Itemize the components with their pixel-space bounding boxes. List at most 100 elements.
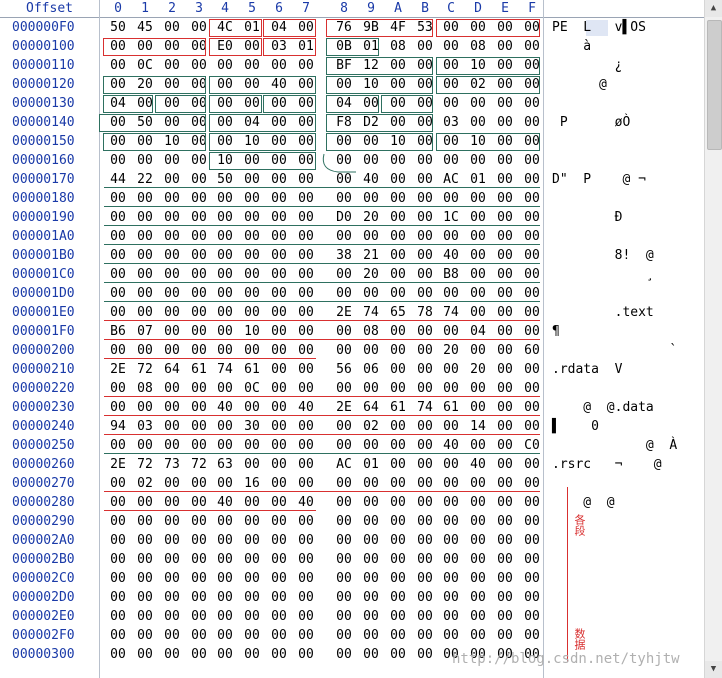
hex-byte[interactable]: 53 bbox=[417, 20, 433, 35]
hex-byte[interactable]: 00 bbox=[271, 381, 287, 396]
hex-byte[interactable]: 00 bbox=[271, 134, 287, 149]
hex-byte[interactable]: 00 bbox=[470, 647, 486, 662]
hex-byte[interactable]: 00 bbox=[497, 267, 513, 282]
hex-byte[interactable]: 16 bbox=[244, 476, 260, 491]
hex-row[interactable]: 00000230 00 00 00 00 40 00 00 40 2E 64 61 74 61 00 00 00… bbox=[0, 398, 704, 417]
hex-byte[interactable]: 00 bbox=[497, 571, 513, 586]
hex-byte[interactable]: 00 bbox=[336, 495, 352, 510]
hex-byte[interactable]: 00 bbox=[164, 343, 180, 358]
hex-byte[interactable]: 00 bbox=[497, 514, 513, 529]
hex-byte[interactable]: 00 bbox=[164, 400, 180, 415]
hex-byte[interactable]: 00 bbox=[110, 305, 126, 320]
hex-byte[interactable]: 03 bbox=[137, 419, 153, 434]
ascii-text[interactable]: @ bbox=[552, 77, 607, 92]
hex-byte[interactable]: 10 bbox=[164, 134, 180, 149]
hex-byte[interactable]: 00 bbox=[298, 476, 314, 491]
hex-byte[interactable]: 03 bbox=[271, 39, 287, 54]
hex-byte[interactable]: 00 bbox=[336, 381, 352, 396]
hex-byte[interactable]: 00 bbox=[164, 438, 180, 453]
hex-byte[interactable]: 00 bbox=[524, 229, 540, 244]
hex-byte[interactable]: 10 bbox=[244, 134, 260, 149]
hex-byte[interactable]: 74 bbox=[417, 400, 433, 415]
hex-byte[interactable]: 00 bbox=[363, 533, 379, 548]
hex-byte[interactable]: 00 bbox=[443, 628, 459, 643]
hex-byte[interactable]: 00 bbox=[497, 400, 513, 415]
hex-byte[interactable]: 00 bbox=[417, 381, 433, 396]
hex-byte[interactable]: 00 bbox=[271, 590, 287, 605]
hex-byte[interactable]: 00 bbox=[497, 362, 513, 377]
hex-byte[interactable]: 01 bbox=[470, 172, 486, 187]
hex-row[interactable]: 000002B0 00 00 00 00 00 00 00 00 00 00 00 00 00 00 00 00 bbox=[0, 550, 704, 569]
hex-byte[interactable]: 00 bbox=[336, 438, 352, 453]
hex-byte[interactable]: 00 bbox=[363, 134, 379, 149]
hex-byte[interactable]: 04 bbox=[470, 324, 486, 339]
hex-byte[interactable]: 00 bbox=[110, 552, 126, 567]
hex-byte[interactable]: 00 bbox=[110, 400, 126, 415]
hex-byte[interactable]: 00 bbox=[271, 324, 287, 339]
hex-byte[interactable]: 00 bbox=[336, 172, 352, 187]
hex-byte[interactable]: 00 bbox=[443, 419, 459, 434]
hex-byte[interactable]: 0B bbox=[336, 39, 352, 54]
hex-byte[interactable]: 04 bbox=[336, 96, 352, 111]
hex-byte[interactable]: 00 bbox=[298, 134, 314, 149]
hex-byte[interactable]: 00 bbox=[524, 115, 540, 130]
hex-byte[interactable]: 00 bbox=[443, 457, 459, 472]
hex-byte[interactable]: 74 bbox=[363, 305, 379, 320]
hex-byte[interactable]: 00 bbox=[470, 514, 486, 529]
hex-byte[interactable]: 00 bbox=[164, 191, 180, 206]
hex-byte[interactable]: 00 bbox=[497, 134, 513, 149]
hex-byte[interactable]: 61 bbox=[244, 362, 260, 377]
hex-byte[interactable]: 76 bbox=[336, 20, 352, 35]
hex-byte[interactable]: 00 bbox=[191, 96, 207, 111]
hex-byte[interactable]: 00 bbox=[191, 115, 207, 130]
hex-row[interactable]: 00000150 00 00 10 00 00 10 00 00 00 00 10 00 00 10 00 00 bbox=[0, 132, 704, 151]
hex-byte[interactable]: 00 bbox=[137, 286, 153, 301]
vertical-scrollbar[interactable]: ▲ ▼ bbox=[704, 0, 722, 678]
hex-row[interactable]: 00000210 2E 72 64 61 74 61 00 00 56 06 00 00 00 20 00 00… bbox=[0, 360, 704, 379]
hex-byte[interactable]: 14 bbox=[470, 419, 486, 434]
hex-byte[interactable]: 00 bbox=[524, 495, 540, 510]
hex-byte[interactable]: 00 bbox=[298, 571, 314, 586]
hex-byte[interactable]: 74 bbox=[443, 305, 459, 320]
hex-byte[interactable]: 00 bbox=[110, 267, 126, 282]
hex-byte[interactable]: 00 bbox=[271, 305, 287, 320]
hex-row[interactable]: 00000220 00 08 00 00 00 0C 00 00 00 00 00 00 00 00 00 00 bbox=[0, 379, 704, 398]
hex-byte[interactable]: 00 bbox=[164, 514, 180, 529]
hex-byte[interactable]: 00 bbox=[363, 609, 379, 624]
hex-byte[interactable]: 00 bbox=[191, 495, 207, 510]
hex-byte[interactable]: 00 bbox=[336, 590, 352, 605]
hex-byte[interactable]: 00 bbox=[470, 210, 486, 225]
hex-row[interactable]: 00000180 00 00 00 00 00 00 00 00 00 00 00 00 00 00 00 00 bbox=[0, 189, 704, 208]
hex-byte[interactable]: 00 bbox=[443, 647, 459, 662]
hex-byte[interactable]: 00 bbox=[110, 115, 126, 130]
hex-byte[interactable]: 00 bbox=[443, 286, 459, 301]
hex-byte[interactable]: 00 bbox=[390, 419, 406, 434]
hex-byte[interactable]: 00 bbox=[524, 172, 540, 187]
hex-byte[interactable]: AC bbox=[336, 457, 352, 472]
hex-byte[interactable]: 00 bbox=[191, 343, 207, 358]
hex-byte[interactable]: 00 bbox=[443, 134, 459, 149]
hex-byte[interactable]: 00 bbox=[417, 552, 433, 567]
hex-byte[interactable]: 00 bbox=[417, 533, 433, 548]
hex-byte[interactable]: 00 bbox=[390, 77, 406, 92]
hex-byte[interactable]: 00 bbox=[524, 134, 540, 149]
hex-row[interactable]: 00000280 00 00 00 00 40 00 00 40 00 00 00 00 00 00 00 00… bbox=[0, 493, 704, 512]
hex-byte[interactable]: 00 bbox=[497, 96, 513, 111]
hex-byte[interactable]: 00 bbox=[137, 628, 153, 643]
hex-byte[interactable]: 22 bbox=[137, 172, 153, 187]
hex-byte[interactable]: 00 bbox=[497, 229, 513, 244]
ascii-text[interactable]: Ð bbox=[552, 210, 623, 225]
hex-byte[interactable]: 50 bbox=[110, 20, 126, 35]
hex-byte[interactable]: 00 bbox=[298, 115, 314, 130]
hex-byte[interactable]: 20 bbox=[363, 210, 379, 225]
ascii-text[interactable]: .rdata V bbox=[552, 362, 623, 377]
hex-byte[interactable]: 00 bbox=[191, 134, 207, 149]
hex-byte[interactable]: 00 bbox=[191, 552, 207, 567]
hex-byte[interactable]: 00 bbox=[271, 419, 287, 434]
hex-byte[interactable]: 00 bbox=[217, 286, 233, 301]
hex-byte[interactable]: 00 bbox=[336, 514, 352, 529]
hex-byte[interactable]: 00 bbox=[497, 305, 513, 320]
hex-byte[interactable]: 00 bbox=[110, 381, 126, 396]
hex-byte[interactable]: 00 bbox=[191, 476, 207, 491]
hex-byte[interactable]: 4C bbox=[217, 20, 233, 35]
